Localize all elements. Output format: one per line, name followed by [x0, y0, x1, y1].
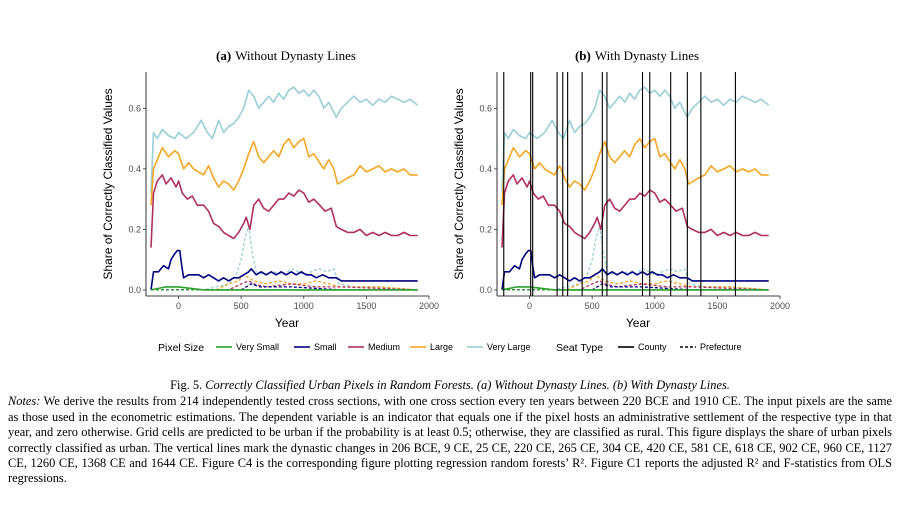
legend-label-medium: Medium — [368, 342, 400, 352]
legend-pixel-size-title: Pixel Size — [158, 342, 204, 354]
panel-a-title-text: Without Dynasty Lines — [235, 48, 356, 63]
panel-a-plot-area: 0.0 0.2 0.4 0.6 0 500 1000 1500 2000 — [128, 72, 439, 311]
panel-b-x-axis-title: Year — [626, 316, 650, 330]
legend-label-very-small: Very Small — [236, 342, 279, 352]
panel-b-prefix: (b) — [575, 48, 591, 63]
panel-a-series-large-county — [150, 137, 418, 206]
legend-label-very-large: Very Large — [487, 342, 531, 352]
panel-b-series-medium-county — [501, 174, 769, 248]
panel-a-series-very-small-county — [150, 286, 418, 291]
notes-text: We derive the results from 214 independe… — [8, 394, 892, 486]
panel-a-x-tick-label: 500 — [234, 301, 249, 311]
panel-b-y-tick-label: 0.0 — [479, 285, 492, 295]
panel-a-x-tick-label: 0 — [176, 301, 181, 311]
panel-a-x-tick-label: 2000 — [419, 301, 439, 311]
panel-b-series-very-small-county — [501, 286, 769, 291]
panel-a-x-tick-label: 1000 — [294, 301, 314, 311]
panel-a-y-axis-title: Share of Correctly Classified Values — [101, 88, 115, 279]
notes-label: Notes: — [8, 394, 41, 409]
panel-b-x-tick-label: 1500 — [707, 301, 727, 311]
panel-b-y-axis-title: Share of Correctly Classified Values — [452, 88, 466, 279]
panel-a: (a) Without Dynasty Lines 0.0 0.2 0.4 0.6 0 50… — [101, 48, 439, 330]
panel-b-x-tick-label: 1000 — [645, 301, 665, 311]
caption-prefix: Fig. 5. — [170, 378, 203, 392]
legend-label-large: Large — [430, 342, 453, 352]
panel-a-y-tick-label: 0.4 — [128, 164, 141, 174]
figure-notes: Notes: We derive the results from 214 in… — [8, 394, 892, 486]
panel-a-x-tick-label: 1500 — [356, 301, 376, 311]
panel-b-series-medium-prefecture — [502, 280, 769, 291]
legend-label-county: County — [638, 342, 667, 352]
legend-seat-type-items: County Prefecture — [618, 342, 742, 352]
panel-b-series-large-prefecture — [502, 274, 769, 291]
panel-b-x-tick-label: 0 — [527, 301, 532, 311]
panel-b-title: (b) With Dynasty Lines — [575, 48, 699, 63]
panel-a-series-medium-county — [150, 174, 418, 248]
panel-b-y-tick-label: 0.2 — [479, 224, 492, 234]
panel-a-prefix: (a) — [216, 48, 231, 63]
panel-a-series-very-large-county — [150, 86, 419, 194]
panel-b-y-tick-label: 0.4 — [479, 164, 492, 174]
legend-pixel-size-items: Very Small Small Medium Large Very Large — [216, 342, 531, 352]
panel-b-series-large-county — [501, 137, 769, 206]
panel-a-series-small-county — [150, 249, 418, 291]
caption-block: Fig. 5. Correctly Classified Urban Pixel… — [8, 378, 892, 487]
panel-b-title-text: With Dynasty Lines — [595, 48, 699, 63]
panel-a-x-axis-title: Year — [275, 316, 299, 330]
panel-a-title: (a) Without Dynasty Lines — [216, 48, 356, 63]
panel-a-series-medium-prefecture — [151, 280, 418, 291]
panel-b: (b) With Dynasty Lines 0.0 0.2 0.4 0.6 0 500 10… — [452, 48, 790, 330]
panel-b-x-tick-label: 2000 — [770, 301, 790, 311]
panel-b-x-tick-label: 500 — [585, 301, 600, 311]
panel-a-y-tick-label: 0.2 — [128, 224, 141, 234]
legend: Pixel Size Very Small Small Medium Large Ver… — [158, 342, 742, 354]
legend-label-small: Small — [314, 342, 337, 352]
caption-title: Correctly Classified Urban Pixels in Ran… — [205, 378, 730, 392]
panel-b-y-tick-label: 0.6 — [479, 103, 492, 113]
legend-label-prefecture: Prefecture — [700, 342, 742, 352]
legend-seat-type-title: Seat Type — [556, 342, 603, 354]
figure-caption: Fig. 5. Correctly Classified Urban Pixel… — [8, 378, 892, 393]
panel-b-series-small-county — [501, 249, 769, 291]
panel-b-plot-area: 0.0 0.2 0.4 0.6 0 500 1000 1500 2000 — [479, 72, 790, 311]
panel-b-series-very-large-county — [501, 86, 770, 194]
panel-a-y-tick-label: 0.6 — [128, 103, 141, 113]
panel-a-series-large-prefecture — [151, 274, 418, 291]
panel-a-y-tick-label: 0.0 — [128, 285, 141, 295]
